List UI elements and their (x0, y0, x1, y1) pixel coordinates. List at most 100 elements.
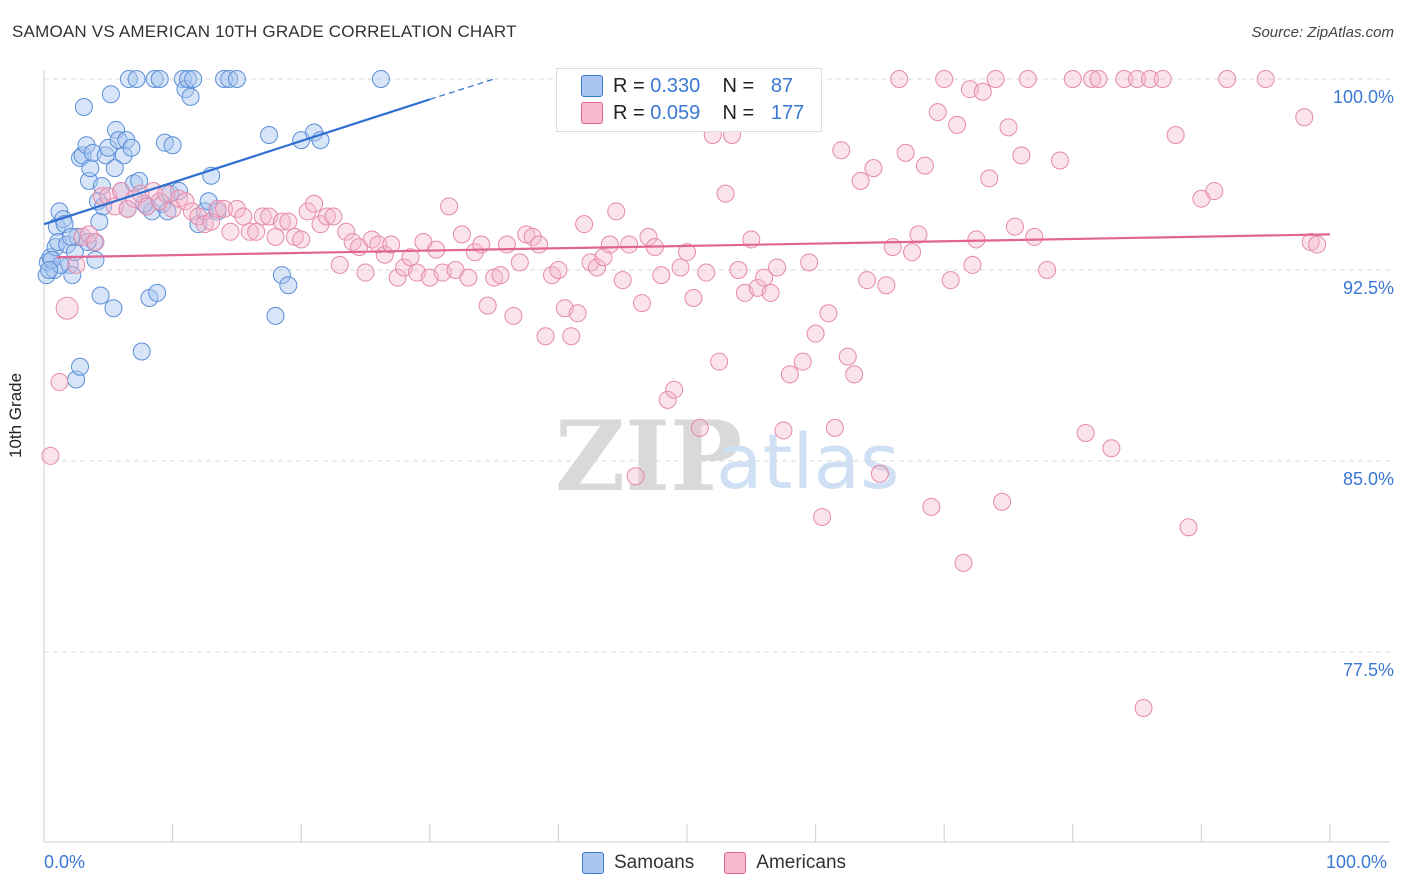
watermark-zip: ZIP (555, 400, 742, 513)
samoan-point (150, 70, 169, 88)
samoan-point (215, 70, 234, 88)
american-point (530, 235, 549, 254)
samoan-point (114, 146, 133, 165)
american-point (729, 261, 748, 279)
samoan-point (260, 126, 279, 145)
american-point (690, 418, 709, 437)
american-point (382, 235, 401, 254)
american-point (941, 271, 960, 290)
samoan-point (105, 159, 124, 178)
samoan-point (163, 136, 182, 155)
american-point (986, 70, 1005, 88)
american-point (1218, 70, 1237, 88)
american-point (176, 192, 195, 211)
american-point (562, 327, 581, 346)
american-point (684, 289, 703, 308)
american-point (813, 508, 832, 527)
american-point (800, 253, 819, 272)
americans-legend-swatch (724, 852, 747, 874)
samoan-point (81, 159, 100, 178)
american-point (292, 230, 311, 249)
samoan-point (40, 261, 59, 279)
american-point (240, 222, 259, 241)
american-point (1038, 261, 1057, 279)
american-point (305, 194, 324, 213)
americans-swatch (581, 102, 603, 124)
american-point (247, 222, 266, 241)
american-point (536, 327, 555, 346)
american-point (665, 380, 684, 399)
american-point (671, 258, 690, 277)
american-point (877, 276, 896, 295)
american-point (639, 227, 658, 246)
american-point (600, 235, 619, 254)
y-tick-label-77-5: 77.5% (1342, 660, 1394, 680)
samoan-point (143, 202, 162, 221)
samoan-point (135, 194, 154, 213)
american-point (478, 296, 497, 315)
american-point (1134, 699, 1153, 718)
american-point (838, 347, 857, 366)
american-point (1089, 70, 1108, 88)
american-point (819, 304, 838, 323)
american-point (356, 263, 375, 282)
samoan-point (74, 98, 93, 117)
stats-legend: R = 0.330 N = 87 R = 0.059 N = 177 (556, 68, 822, 132)
american-point (620, 235, 639, 254)
american-point (465, 243, 484, 262)
american-point (928, 103, 947, 122)
samoan-point (279, 276, 298, 295)
legend-r-value-americans: 0.059 (650, 101, 701, 124)
legend-r-label: R = (613, 101, 645, 124)
samoan-point (145, 70, 164, 88)
american-point (523, 227, 542, 246)
american-point (948, 115, 967, 134)
american-point (549, 261, 568, 279)
samoan-point (184, 70, 203, 88)
american-point (980, 169, 999, 188)
american-point (208, 199, 227, 218)
american-point (575, 215, 594, 234)
american-point (858, 271, 877, 290)
american-point (1179, 518, 1198, 537)
watermark-atlas: atlas (716, 417, 900, 506)
american-point (755, 268, 774, 287)
american-point (369, 235, 388, 254)
samoan-point (227, 70, 246, 88)
legend-label-samoans: Samoans (614, 852, 695, 873)
samoan-point (199, 192, 218, 211)
american-point (678, 243, 696, 262)
samoan-point (90, 212, 109, 231)
samoan-point (68, 227, 87, 246)
samoan-point (132, 342, 151, 361)
legend-label-americans: Americans (756, 852, 847, 873)
samoan-point (92, 176, 111, 195)
american-point (903, 243, 922, 262)
legend-row-samoans: R = 0.330 N = 87 (581, 74, 793, 98)
american-point (587, 258, 606, 277)
american-point (388, 268, 407, 287)
american-point (67, 255, 86, 274)
samoan-point (78, 232, 97, 251)
samoan-point (220, 70, 239, 88)
samoans-swatch (581, 75, 603, 97)
american-point (1018, 70, 1037, 88)
samoan-point (148, 283, 167, 302)
american-point (1153, 70, 1172, 88)
american-point (954, 553, 973, 572)
samoan-point (173, 70, 192, 88)
american-point (452, 225, 471, 244)
samoan-point (181, 87, 200, 106)
american-point (851, 171, 870, 190)
american-point (118, 199, 137, 218)
american-point (330, 255, 349, 274)
american-point (864, 159, 883, 178)
american-point (272, 212, 291, 231)
american-point (774, 421, 793, 440)
american-point (710, 352, 729, 371)
american-point (963, 255, 982, 274)
source-label: Source: ZipAtlas.com (1251, 24, 1394, 41)
samoan-point (119, 70, 138, 88)
american-point (999, 118, 1018, 137)
american-point (768, 258, 787, 277)
